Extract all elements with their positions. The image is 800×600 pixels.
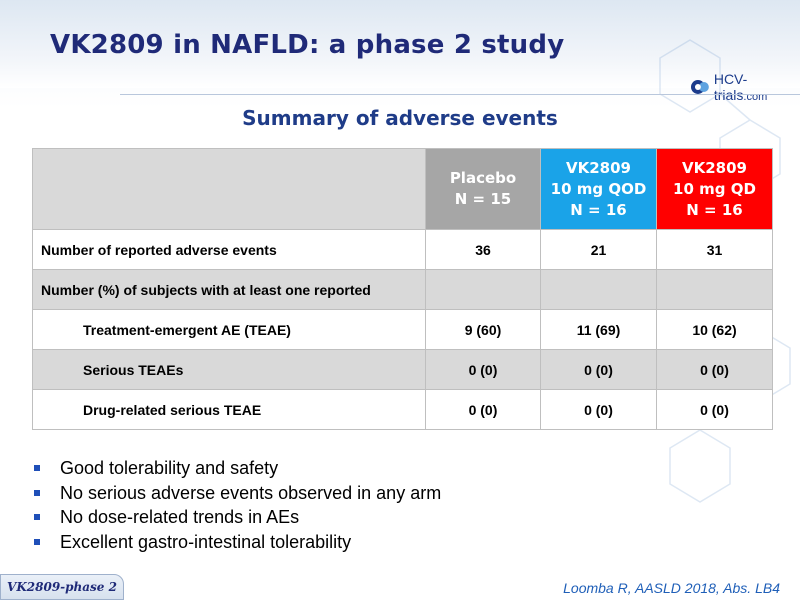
logo-text: HCV-trials.com — [714, 71, 800, 103]
header-vk2809-qod: VK2809 10 mg QOD N = 16 — [540, 148, 657, 230]
row-label: Number of reported adverse events — [32, 229, 426, 270]
header-line: 10 mg QD — [673, 179, 756, 198]
header-line: 10 mg QOD — [550, 179, 647, 198]
logo-brand: HCV-trials — [713, 71, 748, 103]
row-value — [425, 269, 541, 310]
row-value: 0 (0) — [425, 389, 541, 430]
header-line: N = 16 — [686, 200, 743, 219]
row-value: 31 — [656, 229, 773, 270]
table-header-row: Placebo N = 15 VK2809 10 mg QOD N = 16 V… — [32, 148, 773, 230]
table-row: Serious TEAEs 0 (0) 0 (0) 0 (0) — [32, 349, 773, 390]
row-value: 9 (60) — [425, 309, 541, 350]
bullet-text: No serious adverse events observed in an… — [60, 482, 442, 503]
header-line: Placebo — [449, 169, 517, 187]
bullet-text: Excellent gastro-intestinal tolerability — [60, 531, 352, 552]
logo-tld: .com — [743, 91, 768, 103]
bullet-text: No dose-related trends in AEs — [60, 507, 300, 527]
row-value: 0 (0) — [656, 349, 773, 390]
hcv-trials-logo: HCV-trials.com — [690, 71, 800, 103]
row-value: 36 — [425, 229, 541, 270]
row-label: Number (%) of subjects with at least one… — [32, 269, 426, 310]
row-value — [540, 269, 657, 310]
header-line: VK2809 — [566, 158, 631, 177]
citation: Loomba R, AASLD 2018, Abs. LB4 — [563, 580, 780, 596]
square-bullet-icon — [34, 538, 40, 545]
square-bullet-icon — [34, 489, 40, 496]
row-value: 0 (0) — [540, 349, 657, 390]
row-value — [656, 269, 773, 310]
table-row: Drug-related serious TEAE 0 (0) 0 (0) 0 … — [32, 389, 773, 430]
row-label: Drug-related serious TEAE — [32, 389, 426, 430]
row-label: Serious TEAEs — [32, 349, 426, 390]
header-line: N = 16 — [570, 200, 627, 219]
bullet-item: Excellent gastro-intestinal tolerability — [34, 530, 441, 555]
square-bullet-icon — [34, 465, 40, 471]
header-blank-cell — [32, 148, 426, 230]
table-row: Number (%) of subjects with at least one… — [32, 269, 773, 310]
row-value: 0 (0) — [656, 389, 773, 430]
row-value: 21 — [540, 229, 657, 270]
header-line: N = 15 — [454, 190, 512, 208]
header-placebo: Placebo N = 15 — [425, 148, 541, 230]
table-row: Treatment-emergent AE (TEAE) 9 (60) 11 (… — [32, 309, 773, 350]
row-value: 0 (0) — [425, 349, 541, 390]
bullet-item: Good tolerability and safety — [34, 456, 441, 481]
adverse-events-table: Placebo N = 15 VK2809 10 mg QOD N = 16 V… — [32, 148, 773, 430]
row-label: Treatment-emergent AE (TEAE) — [32, 309, 426, 350]
table-row: Number of reported adverse events 36 21 … — [32, 229, 773, 270]
square-bullet-icon — [34, 514, 40, 520]
header-vk2809-qd: VK2809 10 mg QD N = 16 — [656, 148, 773, 230]
row-value: 11 (69) — [540, 309, 657, 350]
header-line: VK2809 — [682, 158, 747, 177]
bullet-text: Good tolerability and safety — [60, 458, 279, 478]
header-separator — [120, 94, 800, 95]
page-title: VK2809 in NAFLD: a phase 2 study — [50, 30, 565, 60]
slide-subtitle: Summary of adverse events — [242, 106, 558, 130]
logo-mark-icon — [690, 80, 709, 94]
bullet-item: No serious adverse events observed in an… — [34, 481, 441, 506]
title-bar — [0, 0, 800, 88]
row-value: 0 (0) — [540, 389, 657, 430]
footer-study-tag: VK2809-phase 2 — [0, 574, 124, 600]
summary-bullets: Good tolerability and safety No serious … — [34, 456, 441, 554]
row-value: 10 (62) — [656, 309, 773, 350]
bullet-item: No dose-related trends in AEs — [34, 505, 441, 530]
